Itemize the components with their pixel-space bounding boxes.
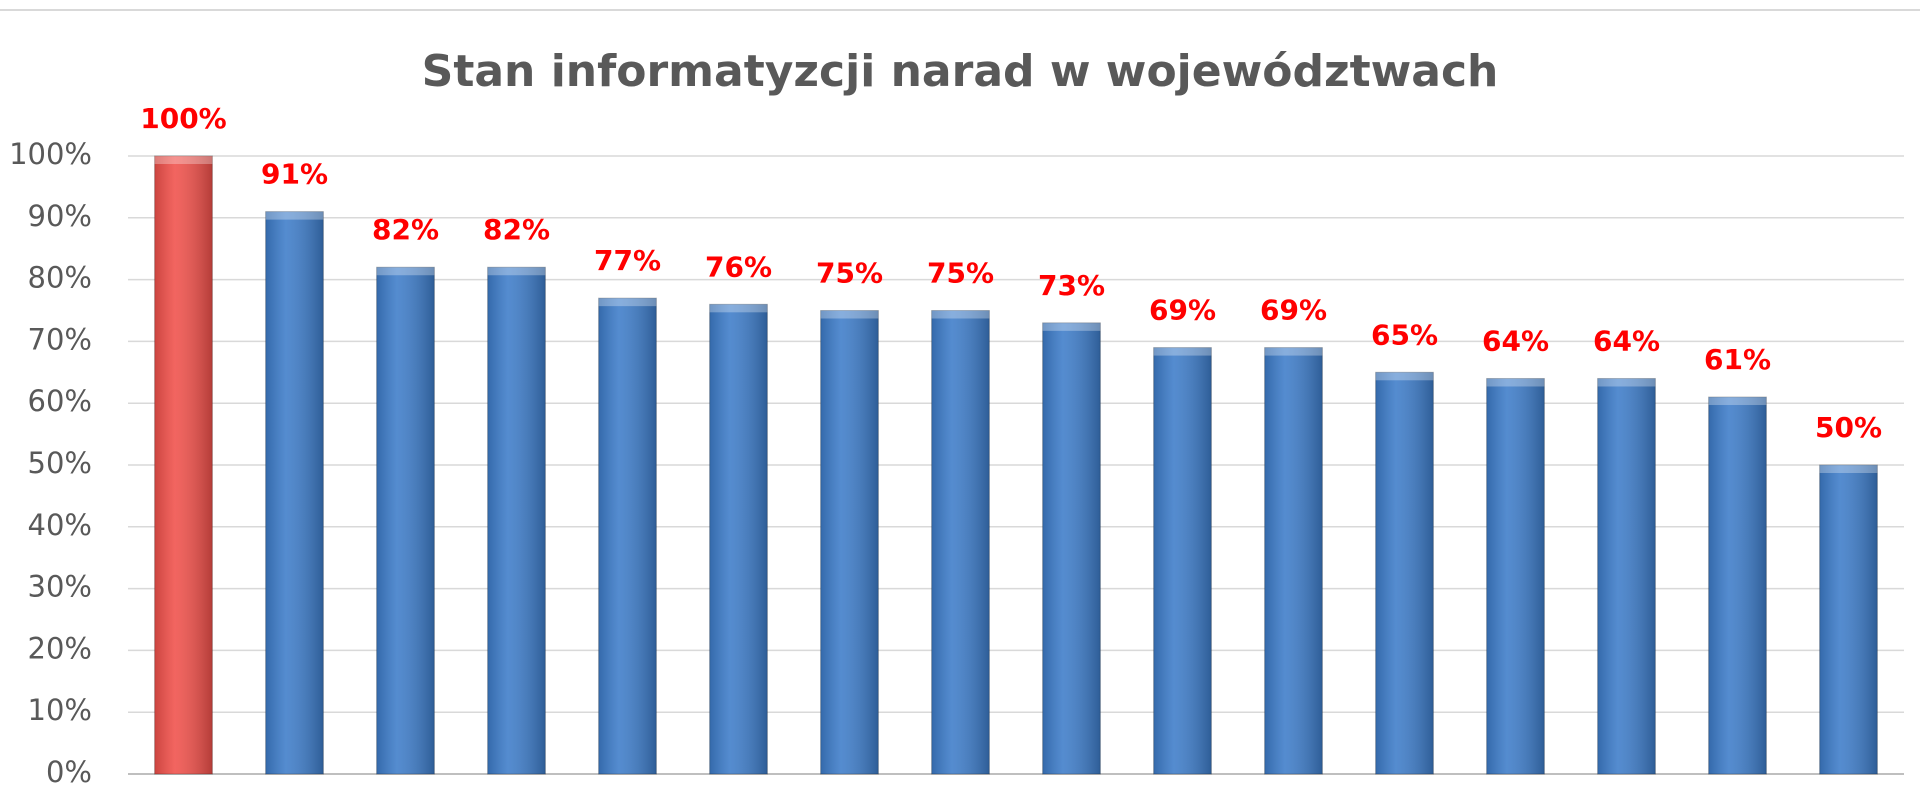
- bar-shade: [376, 267, 435, 774]
- bar-shade: [1708, 397, 1767, 774]
- bar-cap: [820, 310, 879, 319]
- bar-cap: [709, 304, 768, 313]
- value-label: 75%: [816, 257, 883, 290]
- bar-cap: [1486, 378, 1545, 387]
- value-label: 64%: [1593, 324, 1660, 357]
- value-label: 91%: [261, 158, 328, 191]
- y-tick-label: 70%: [28, 322, 92, 356]
- bar-shade: [1819, 465, 1878, 774]
- bar-shade: [154, 156, 213, 774]
- bar-cap: [487, 267, 546, 276]
- bar-cap: [931, 310, 990, 319]
- bar-shade: [820, 310, 879, 774]
- value-label: 75%: [927, 257, 994, 290]
- bar-cap: [376, 267, 435, 276]
- bar-shade: [1153, 347, 1212, 774]
- value-label: 82%: [483, 213, 550, 246]
- bar-cap: [1819, 465, 1878, 473]
- value-label: 77%: [594, 244, 661, 277]
- value-label: 65%: [1371, 318, 1438, 351]
- y-tick-label: 20%: [28, 631, 92, 665]
- bar-cap: [1708, 397, 1767, 406]
- value-label: 69%: [1149, 294, 1216, 327]
- y-tick-label: 80%: [28, 261, 92, 295]
- bar-cap: [154, 156, 213, 164]
- value-label: 76%: [705, 250, 772, 283]
- y-tick-label: 100%: [9, 137, 92, 171]
- bar-shade: [1597, 378, 1656, 774]
- bar-shade: [265, 211, 324, 774]
- value-label: 50%: [1815, 411, 1882, 444]
- bar-shade: [1042, 322, 1101, 774]
- chart-title: Stan informatyzcji narad w województwach: [422, 46, 1499, 97]
- value-label: 82%: [372, 213, 439, 246]
- bar-cap: [1375, 372, 1434, 381]
- y-tick-label: 90%: [28, 199, 92, 233]
- bar-cap: [1597, 378, 1656, 387]
- y-tick-label: 40%: [28, 508, 92, 542]
- y-tick-label: 30%: [28, 570, 92, 604]
- y-tick-label: 10%: [28, 693, 92, 727]
- value-label: 100%: [140, 102, 227, 135]
- y-tick-label: 60%: [28, 384, 92, 418]
- bar-shade: [598, 298, 657, 774]
- bar-cap: [1042, 322, 1101, 331]
- bar-shade: [487, 267, 546, 774]
- bar-cap: [1153, 347, 1212, 356]
- bar-cap: [265, 211, 324, 220]
- bar-cap: [598, 298, 657, 307]
- bar-shade: [1375, 372, 1434, 774]
- y-tick-label: 50%: [28, 446, 92, 480]
- value-label: 64%: [1482, 324, 1549, 357]
- bar-shade: [709, 304, 768, 774]
- bar-shade: [931, 310, 990, 774]
- y-tick-label: 0%: [46, 755, 92, 789]
- value-label: 73%: [1038, 269, 1105, 302]
- bar-shade: [1264, 347, 1323, 774]
- bar-shade: [1486, 378, 1545, 774]
- bar-cap: [1264, 347, 1323, 356]
- value-label: 69%: [1260, 294, 1327, 327]
- value-label: 61%: [1704, 343, 1771, 376]
